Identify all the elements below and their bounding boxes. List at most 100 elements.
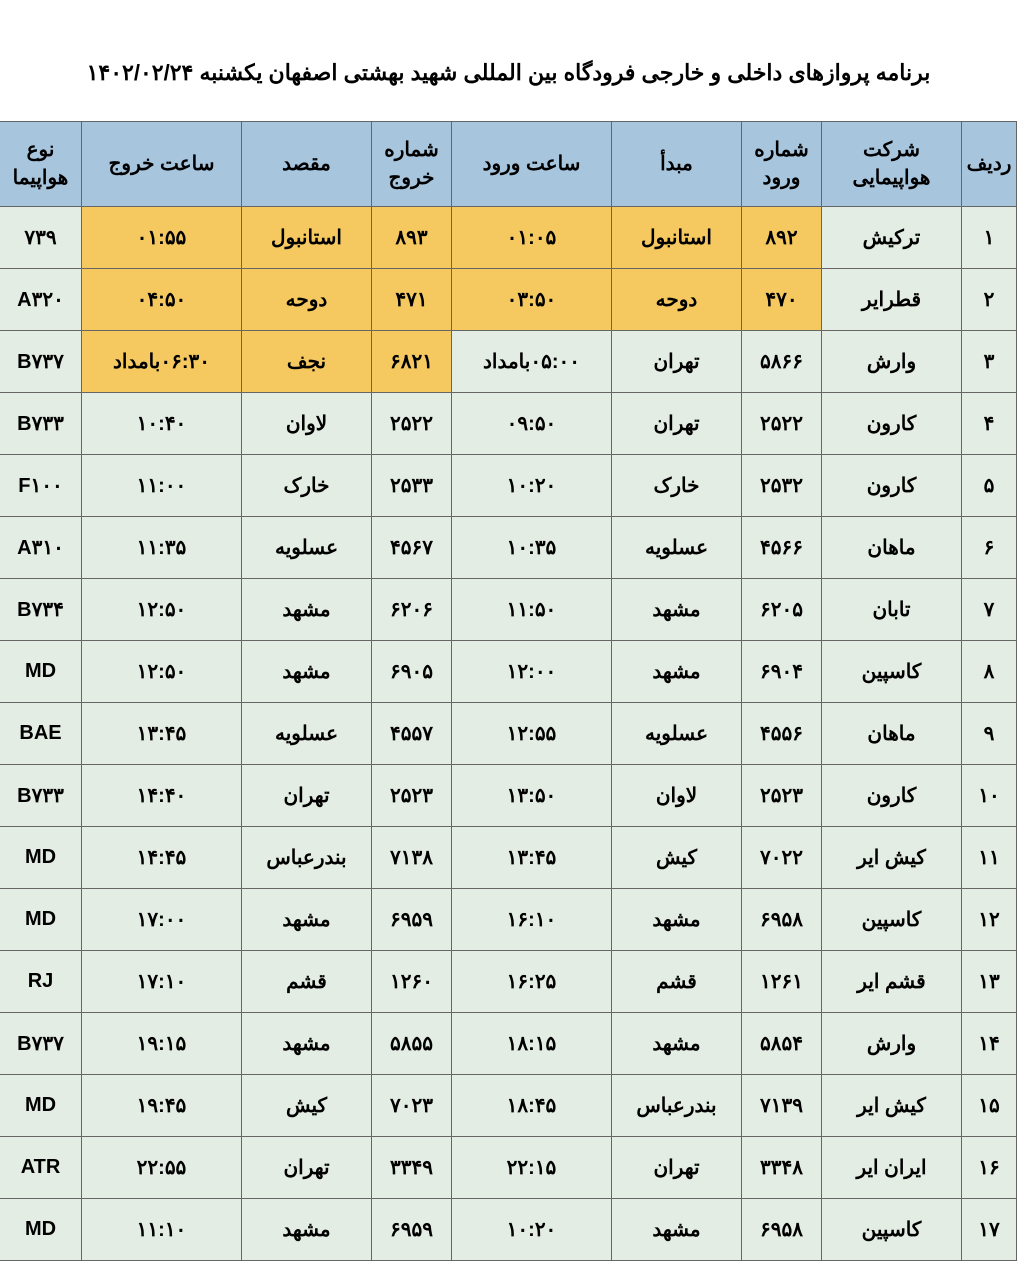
cell-airline: کارون bbox=[822, 393, 962, 455]
cell-arr_time: ۱۸:۱۵ bbox=[452, 1013, 612, 1075]
cell-airline: کیش ایر bbox=[822, 827, 962, 889]
cell-dest: خارک bbox=[242, 455, 372, 517]
cell-airline: تابان bbox=[822, 579, 962, 641]
cell-row_num: ۱۳ bbox=[962, 951, 1017, 1013]
cell-aircraft: MD bbox=[0, 1075, 82, 1137]
cell-dep_num: ۷۰۲۳ bbox=[372, 1075, 452, 1137]
cell-dest: مشهد bbox=[242, 889, 372, 951]
cell-arr_time: ۱۸:۴۵ bbox=[452, 1075, 612, 1137]
cell-dep_num: ۶۹۵۹ bbox=[372, 1199, 452, 1261]
cell-origin: قشم bbox=[612, 951, 742, 1013]
cell-row_num: ۱۱ bbox=[962, 827, 1017, 889]
cell-arr_num: ۲۵۲۳ bbox=[742, 765, 822, 827]
cell-aircraft: B۷۳۷ bbox=[0, 331, 82, 393]
table-row: ۱۱کیش ایر۷۰۲۲کیش۱۳:۴۵۷۱۳۸بندرعباس۱۴:۴۵MD bbox=[0, 827, 1017, 889]
cell-airline: کارون bbox=[822, 765, 962, 827]
page-title: برنامه پروازهای داخلی و خارجی فرودگاه بی… bbox=[0, 60, 1017, 86]
col-header-origin: مبدأ bbox=[612, 122, 742, 207]
cell-origin: بندرعباس bbox=[612, 1075, 742, 1137]
cell-arr_time: ۰۱:۰۵ bbox=[452, 207, 612, 269]
table-row: ۱۲کاسپین۶۹۵۸مشهد۱۶:۱۰۶۹۵۹مشهد۱۷:۰۰MD bbox=[0, 889, 1017, 951]
col-header-arr-num: شماره ورود bbox=[742, 122, 822, 207]
cell-row_num: ۹ bbox=[962, 703, 1017, 765]
cell-aircraft: ۷۳۹ bbox=[0, 207, 82, 269]
cell-dep_time: ۱۱:۱۰ bbox=[82, 1199, 242, 1261]
cell-airline: کیش ایر bbox=[822, 1075, 962, 1137]
cell-origin: مشهد bbox=[612, 641, 742, 703]
cell-arr_num: ۴۵۶۶ bbox=[742, 517, 822, 579]
cell-row_num: ۱۵ bbox=[962, 1075, 1017, 1137]
cell-origin: دوحه bbox=[612, 269, 742, 331]
cell-arr_time: ۰۵:۰۰بامداد bbox=[452, 331, 612, 393]
cell-row_num: ۳ bbox=[962, 331, 1017, 393]
cell-arr_num: ۲۵۲۲ bbox=[742, 393, 822, 455]
cell-arr_time: ۱۳:۴۵ bbox=[452, 827, 612, 889]
cell-row_num: ۶ bbox=[962, 517, 1017, 579]
table-row: ۴کارون۲۵۲۲تهران۰۹:۵۰۲۵۲۲لاوان۱۰:۴۰B۷۳۳ bbox=[0, 393, 1017, 455]
cell-aircraft: MD bbox=[0, 1199, 82, 1261]
cell-dep_num: ۸۹۳ bbox=[372, 207, 452, 269]
cell-airline: قطرایر bbox=[822, 269, 962, 331]
cell-aircraft: MD bbox=[0, 641, 82, 703]
col-header-dep-time: ساعت خروج bbox=[82, 122, 242, 207]
col-header-airline: شرکت هواپیمایی bbox=[822, 122, 962, 207]
cell-row_num: ۱۴ bbox=[962, 1013, 1017, 1075]
cell-aircraft: A۳۱۰ bbox=[0, 517, 82, 579]
cell-origin: تهران bbox=[612, 1137, 742, 1199]
cell-row_num: ۱ bbox=[962, 207, 1017, 269]
cell-arr_num: ۵۸۵۴ bbox=[742, 1013, 822, 1075]
cell-origin: مشهد bbox=[612, 1013, 742, 1075]
cell-dest: نجف bbox=[242, 331, 372, 393]
table-row: ۱۳قشم ایر۱۲۶۱قشم۱۶:۲۵۱۲۶۰قشم۱۷:۱۰RJ bbox=[0, 951, 1017, 1013]
col-header-row-num: ردیف bbox=[962, 122, 1017, 207]
cell-dest: عسلویه bbox=[242, 703, 372, 765]
cell-row_num: ۵ bbox=[962, 455, 1017, 517]
cell-dep_num: ۶۸۲۱ bbox=[372, 331, 452, 393]
cell-airline: وارش bbox=[822, 1013, 962, 1075]
cell-row_num: ۸ bbox=[962, 641, 1017, 703]
cell-aircraft: A۳۲۰ bbox=[0, 269, 82, 331]
table-row: ۱ترکیش۸۹۲استانبول۰۱:۰۵۸۹۳استانبول۰۱:۵۵۷۳… bbox=[0, 207, 1017, 269]
cell-arr_time: ۱۰:۲۰ bbox=[452, 1199, 612, 1261]
cell-dep_time: ۱۴:۴۵ bbox=[82, 827, 242, 889]
cell-aircraft: B۷۳۷ bbox=[0, 1013, 82, 1075]
cell-airline: کاسپین bbox=[822, 1199, 962, 1261]
table-row: ۱۰کارون۲۵۲۳لاوان۱۳:۵۰۲۵۲۳تهران۱۴:۴۰B۷۳۳ bbox=[0, 765, 1017, 827]
table-row: ۳وارش۵۸۶۶تهران۰۵:۰۰بامداد۶۸۲۱نجف۰۶:۳۰بام… bbox=[0, 331, 1017, 393]
table-row: ۱۴وارش۵۸۵۴مشهد۱۸:۱۵۵۸۵۵مشهد۱۹:۱۵B۷۳۷ bbox=[0, 1013, 1017, 1075]
table-row: ۷تابان۶۲۰۵مشهد۱۱:۵۰۶۲۰۶مشهد۱۲:۵۰B۷۳۴ bbox=[0, 579, 1017, 641]
cell-aircraft: B۷۳۴ bbox=[0, 579, 82, 641]
cell-dep_num: ۷۱۳۸ bbox=[372, 827, 452, 889]
cell-airline: وارش bbox=[822, 331, 962, 393]
cell-dep_num: ۵۸۵۵ bbox=[372, 1013, 452, 1075]
table-header-row: ردیف شرکت هواپیمایی شماره ورود مبدأ ساعت… bbox=[0, 122, 1017, 207]
cell-dep_num: ۶۲۰۶ bbox=[372, 579, 452, 641]
cell-arr_num: ۷۱۳۹ bbox=[742, 1075, 822, 1137]
cell-arr_num: ۴۷۰ bbox=[742, 269, 822, 331]
cell-origin: عسلویه bbox=[612, 517, 742, 579]
cell-row_num: ۷ bbox=[962, 579, 1017, 641]
cell-origin: عسلویه bbox=[612, 703, 742, 765]
cell-dep_time: ۱۷:۱۰ bbox=[82, 951, 242, 1013]
cell-dep_time: ۱۲:۵۰ bbox=[82, 579, 242, 641]
table-row: ۹ماهان۴۵۵۶عسلویه۱۲:۵۵۴۵۵۷عسلویه۱۳:۴۵BAE bbox=[0, 703, 1017, 765]
cell-dest: بندرعباس bbox=[242, 827, 372, 889]
cell-arr_num: ۶۹۰۴ bbox=[742, 641, 822, 703]
flight-schedule-table: ردیف شرکت هواپیمایی شماره ورود مبدأ ساعت… bbox=[0, 121, 1017, 1261]
cell-dep_num: ۲۵۳۳ bbox=[372, 455, 452, 517]
col-header-aircraft: نوع هواپیما bbox=[0, 122, 82, 207]
cell-dep_time: ۰۴:۵۰ bbox=[82, 269, 242, 331]
cell-arr_num: ۶۹۵۸ bbox=[742, 1199, 822, 1261]
col-header-dest: مقصد bbox=[242, 122, 372, 207]
cell-arr_num: ۴۵۵۶ bbox=[742, 703, 822, 765]
cell-dest: استانبول bbox=[242, 207, 372, 269]
cell-arr_time: ۱۱:۵۰ bbox=[452, 579, 612, 641]
cell-arr_time: ۱۶:۲۵ bbox=[452, 951, 612, 1013]
cell-dep_num: ۶۹۵۹ bbox=[372, 889, 452, 951]
cell-dep_time: ۱۰:۴۰ bbox=[82, 393, 242, 455]
table-row: ۶ماهان۴۵۶۶عسلویه۱۰:۳۵۴۵۶۷عسلویه۱۱:۳۵A۳۱۰ bbox=[0, 517, 1017, 579]
cell-dep_num: ۲۵۲۳ bbox=[372, 765, 452, 827]
table-row: ۱۶ایران ایر۳۳۴۸تهران۲۲:۱۵۳۳۴۹تهران۲۲:۵۵A… bbox=[0, 1137, 1017, 1199]
cell-arr_time: ۰۹:۵۰ bbox=[452, 393, 612, 455]
cell-origin: کیش bbox=[612, 827, 742, 889]
